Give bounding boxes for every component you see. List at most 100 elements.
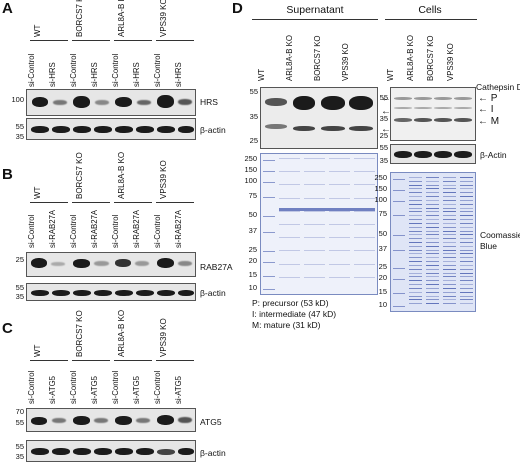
panel-label-b: B	[2, 166, 13, 183]
gel-band	[409, 196, 422, 198]
gel-band	[426, 185, 439, 187]
gel-band	[443, 196, 456, 198]
panel-label-a: A	[2, 0, 13, 17]
group-line	[30, 202, 68, 203]
mw-marker: 35	[379, 156, 388, 165]
gel-band	[426, 257, 439, 259]
mw-marker: 15	[378, 287, 387, 296]
gel-band	[443, 292, 456, 294]
group-line	[72, 202, 110, 203]
mw-marker: 55	[249, 87, 258, 96]
legend: P: precursor (53 kD) I: intermediate (47…	[252, 298, 336, 331]
mw-marker: 35	[249, 112, 258, 121]
gel-band	[409, 265, 422, 267]
gel-band	[304, 277, 325, 279]
legend-i: I: intermediate (47 kD)	[252, 309, 337, 319]
panel-label-c: C	[2, 320, 13, 337]
ladder-band	[263, 160, 275, 162]
gel-band	[426, 292, 439, 294]
gel-band	[443, 246, 456, 248]
blot-label-actin: β-actin	[200, 288, 226, 298]
gel-band	[279, 184, 300, 186]
gel-band	[409, 242, 422, 244]
lane-label: si-ATG5	[132, 375, 141, 404]
gel-band	[460, 288, 473, 290]
gel-band	[460, 223, 473, 225]
gel-band	[304, 224, 325, 226]
gel-band	[354, 277, 375, 279]
blot-cells-cathepsin-d	[390, 87, 476, 141]
gel-band	[426, 223, 439, 225]
mw-marker: 25	[378, 262, 387, 271]
blot-b-rab27a	[26, 252, 196, 277]
group-label: WT	[33, 344, 42, 357]
ladder-band	[263, 171, 275, 173]
band-arrow-p: ← P	[478, 93, 498, 104]
gel-band	[443, 223, 456, 225]
supernatant-title: Supernatant	[286, 4, 344, 16]
gel-band	[443, 296, 456, 298]
gel-band	[426, 280, 439, 282]
gel-band	[443, 269, 456, 271]
gel-band	[426, 246, 439, 248]
gel-band	[443, 231, 456, 233]
ladder-band	[263, 216, 275, 218]
gel-band	[460, 273, 473, 275]
gel-band	[460, 303, 473, 305]
gel-band	[354, 224, 375, 226]
gel-band	[426, 177, 439, 179]
blot-supernatant-cathepsin-d	[260, 87, 378, 149]
mw-marker: 55	[379, 93, 388, 102]
mw-marker: 55	[15, 442, 24, 451]
gel-band	[329, 184, 350, 186]
gel-band	[329, 198, 350, 200]
gel-band	[329, 277, 350, 279]
gel-band	[460, 242, 473, 244]
mw-marker: 20	[378, 273, 387, 282]
group-line	[30, 40, 68, 41]
gel-band	[279, 250, 300, 252]
mw-marker: 55	[15, 418, 24, 427]
gel-band	[460, 265, 473, 267]
gel-band	[443, 303, 456, 305]
gel-band	[426, 299, 439, 301]
ladder-band	[393, 250, 405, 252]
lane-label: si-Control	[27, 370, 36, 404]
ladder-band	[263, 276, 275, 278]
mw-marker: 50	[378, 229, 387, 238]
mw-marker: 55	[15, 122, 24, 131]
gel-band	[460, 253, 473, 255]
gel-band	[426, 192, 439, 194]
gel-band	[304, 211, 325, 213]
mw-marker: 70	[15, 407, 24, 416]
gel-band	[443, 211, 456, 213]
mw-marker: 75	[248, 191, 257, 200]
gel-band	[443, 181, 456, 183]
gel-band	[304, 184, 325, 186]
lane-label: BORCS7 KO	[426, 35, 435, 82]
gel-band	[329, 158, 350, 160]
ladder-band	[393, 293, 405, 295]
band-label-i: I	[490, 104, 494, 115]
gel-band	[460, 227, 473, 229]
gel-band	[460, 181, 473, 183]
ladder-band	[263, 262, 275, 264]
blot-label-atg5: ATG5	[200, 417, 222, 427]
gel-band	[443, 238, 456, 240]
gel-band	[426, 276, 439, 278]
lane-label: si-Control	[111, 370, 120, 404]
gel-band	[409, 219, 422, 221]
legend-p: P: precursor (53 kD)	[252, 298, 329, 308]
gel-band	[354, 250, 375, 252]
gel-label-coomassie: Coomassie Blue	[480, 230, 520, 251]
gel-band	[409, 253, 422, 255]
gel-band	[460, 192, 473, 194]
gel-band	[443, 284, 456, 286]
legend-m: M: mature (31 kD)	[252, 320, 321, 330]
gel-band	[443, 200, 456, 202]
blot-label-actin: β-actin	[200, 125, 226, 135]
supernatant-gel-markers: 250 150 100 75 50 37 25 20 15 10	[0, 0, 257, 292]
gel-band	[443, 208, 456, 210]
gel-band	[409, 185, 422, 187]
gel-band	[443, 265, 456, 267]
